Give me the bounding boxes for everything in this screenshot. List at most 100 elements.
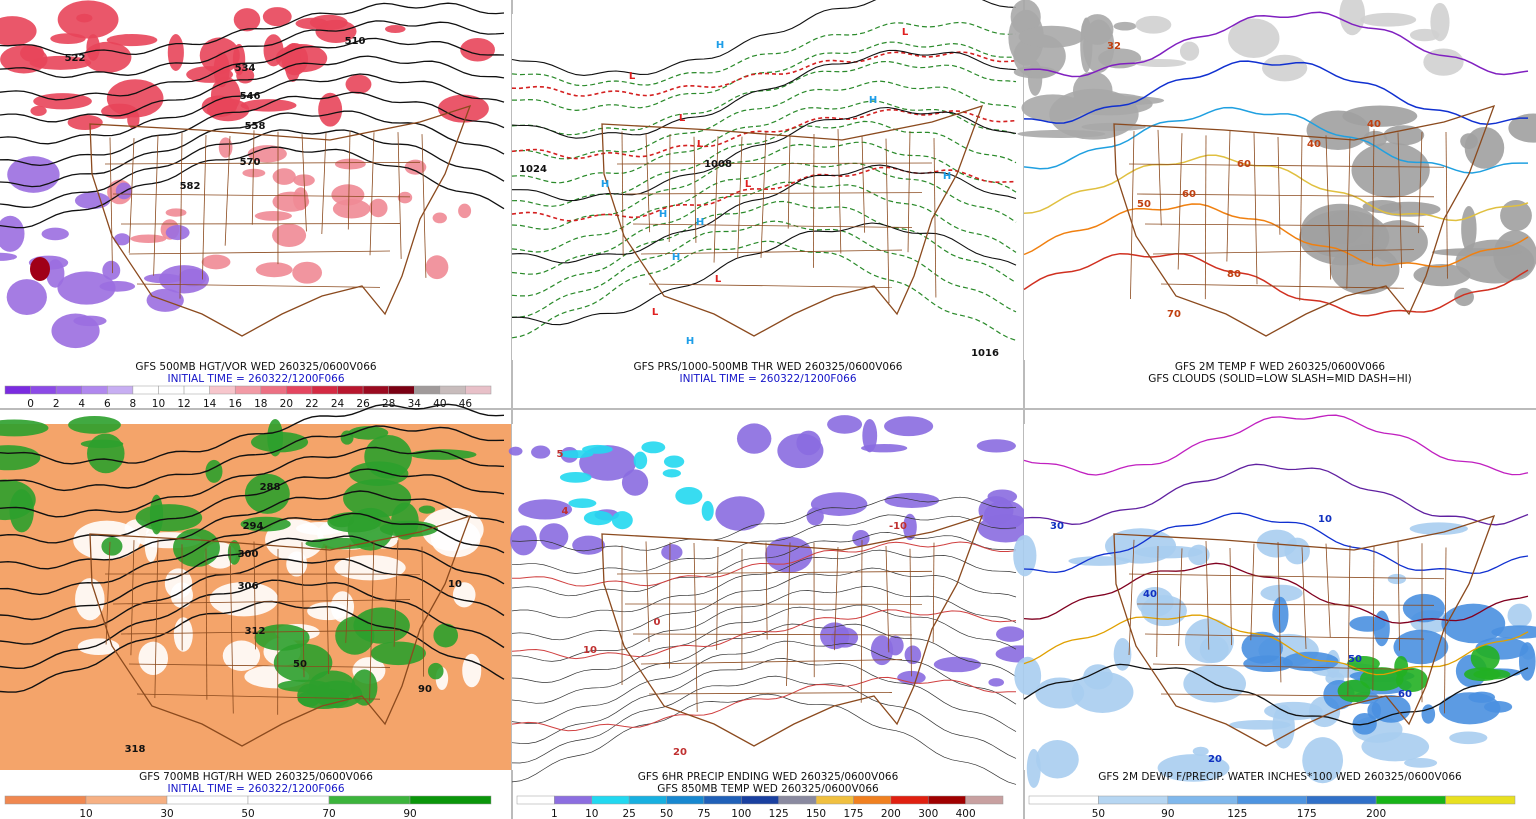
shaded-area xyxy=(244,473,290,514)
shaded-area xyxy=(1179,41,1200,61)
shaded-area xyxy=(6,279,47,315)
shaded-area xyxy=(273,643,333,683)
state-border xyxy=(1160,283,1405,289)
shaded-area xyxy=(1449,731,1488,745)
contour-line xyxy=(511,693,1017,785)
shaded-area xyxy=(404,159,427,175)
caption: GFS 500MB HGT/VOR WED 260325/0600V066 xyxy=(135,361,376,373)
shaded-area xyxy=(1371,695,1411,723)
colorbar-segment xyxy=(183,385,210,395)
map-label: 40 xyxy=(1307,139,1321,150)
map-label: 60 xyxy=(1237,159,1251,170)
map-label: 294 xyxy=(243,521,264,532)
shaded-area xyxy=(460,38,495,62)
contour-line xyxy=(511,496,1017,552)
map-label: 312 xyxy=(245,626,266,637)
shaded-area xyxy=(86,34,100,61)
state-border xyxy=(421,546,425,677)
state-border xyxy=(397,132,402,259)
shaded-area xyxy=(113,233,131,246)
shaded-area xyxy=(0,252,18,261)
shaded-area xyxy=(76,13,93,23)
contour-line xyxy=(0,600,505,693)
state-border xyxy=(1301,547,1307,649)
contour-line xyxy=(1023,203,1529,268)
contour-line xyxy=(1023,11,1529,78)
shaded-area xyxy=(351,669,378,706)
contour-line xyxy=(511,60,1017,136)
contour-line xyxy=(1023,106,1528,174)
shaded-area xyxy=(369,198,388,218)
shaded-area xyxy=(173,528,220,568)
shaded-area xyxy=(432,212,447,224)
shaded-area xyxy=(127,109,140,129)
colorbar-label: 30 xyxy=(160,808,173,819)
colorbar-segment xyxy=(554,795,593,805)
caption: INITIAL TIME = 260322/1200F066 xyxy=(167,783,344,795)
colorbar-label: 200 xyxy=(1366,808,1386,819)
shaded-area xyxy=(0,16,37,46)
shaded-area xyxy=(73,315,107,327)
shaded-area xyxy=(559,450,594,459)
shaded-area xyxy=(903,513,917,541)
shaded-area xyxy=(1113,638,1132,671)
colorbar-segment xyxy=(927,795,966,805)
colorbar-segment xyxy=(311,385,338,395)
map-label: 1024 xyxy=(519,164,547,175)
shaded-area xyxy=(0,215,25,252)
colorbar-label: 90 xyxy=(403,808,416,819)
map-label: 40 xyxy=(1143,589,1157,600)
shaded-area xyxy=(1500,199,1532,232)
country-border xyxy=(601,104,984,337)
contour-line xyxy=(1023,512,1529,574)
contour-line xyxy=(511,567,1017,641)
shaded-area xyxy=(663,455,685,468)
colorbar-label: 34 xyxy=(408,398,422,410)
state-border xyxy=(640,659,903,665)
caption: GFS 700MB HGT/RH WED 260325/0600V066 xyxy=(139,771,373,783)
colorbar-segment xyxy=(247,795,330,805)
state-border xyxy=(1229,547,1232,646)
contour-line xyxy=(0,110,505,188)
shaded-area xyxy=(165,208,187,217)
colorbar-label: 2 xyxy=(53,398,60,410)
state-border xyxy=(179,132,183,299)
colorbar-segment xyxy=(388,385,415,395)
vorticity-max xyxy=(30,257,50,281)
contour-line xyxy=(511,108,1017,160)
shaded-area xyxy=(1337,679,1371,703)
shaded-area xyxy=(1377,201,1441,217)
colorbar-label: 25 xyxy=(622,808,635,819)
state-border xyxy=(1253,133,1258,285)
state-border xyxy=(104,161,421,165)
shaded-area xyxy=(827,415,863,434)
colorbar-label: 26 xyxy=(356,398,370,410)
colorbar-label: 50 xyxy=(660,808,673,819)
shaded-area xyxy=(41,227,69,241)
colorbar-label: 90 xyxy=(1161,808,1174,819)
shaded-area xyxy=(1404,758,1438,768)
shaded-area xyxy=(1508,113,1536,143)
state-border xyxy=(112,599,411,605)
shaded-area xyxy=(531,445,551,459)
map-label: -10 xyxy=(889,521,907,532)
colorbar-label: 24 xyxy=(331,398,345,410)
state-border xyxy=(1130,131,1135,299)
shaded-area xyxy=(240,99,297,112)
map-label: 5 xyxy=(557,449,564,460)
state-border xyxy=(932,542,935,643)
shaded-area xyxy=(1134,58,1187,68)
map-label: 80 xyxy=(1227,269,1241,280)
shaded-area xyxy=(1493,230,1536,281)
state-border xyxy=(713,136,719,263)
shaded-area xyxy=(391,502,419,540)
state-border xyxy=(1372,129,1375,266)
caption: INITIAL TIME = 260322/1200F066 xyxy=(679,373,856,385)
shaded-area xyxy=(255,262,293,278)
colorbar-segment xyxy=(666,795,705,805)
colorbar-segment xyxy=(337,385,364,395)
shaded-area xyxy=(583,510,613,526)
shaded-area xyxy=(1229,720,1291,730)
map-label: 50 xyxy=(1137,199,1151,210)
colorbar-label: 10 xyxy=(79,808,92,819)
